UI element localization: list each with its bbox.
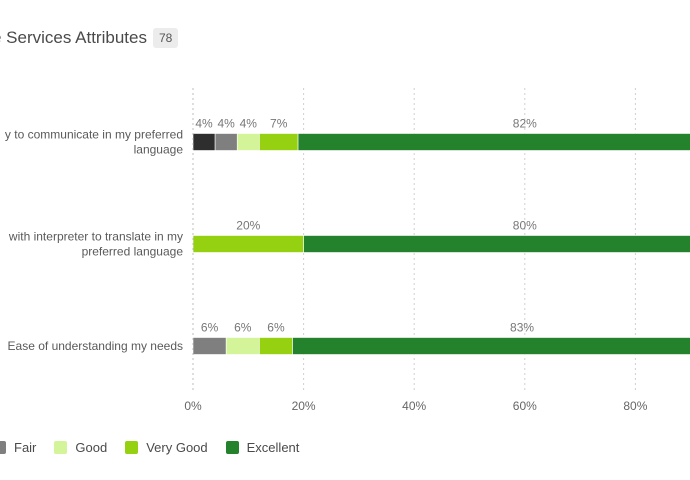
bar-label-0-3: 7% <box>270 117 288 131</box>
legend-swatch <box>0 440 6 454</box>
legend-item-3[interactable]: Excellent <box>225 439 300 455</box>
response-count-badge: 78 <box>152 28 179 48</box>
legend-swatch <box>125 440 139 454</box>
chart-header: e Services Attributes 78 <box>0 24 179 52</box>
bar-segment-1-4 <box>303 235 690 253</box>
legend-label: Excellent <box>246 439 300 455</box>
bar-segment-0-1 <box>214 133 238 151</box>
legend-label: Good <box>75 439 108 455</box>
bar-label-2-2: 6% <box>234 321 252 335</box>
legend-item-2[interactable]: Very Good <box>125 439 208 455</box>
bar-segment-2-4 <box>292 337 690 355</box>
x-tick-label-1: 20% <box>292 399 316 413</box>
legend-item-0[interactable]: Fair <box>0 440 36 455</box>
bar-label-0-1: 4% <box>218 117 236 131</box>
category-label-0-0: y to communicate in my preferred <box>5 128 183 142</box>
category-label-0-1: language <box>134 143 184 157</box>
bar-segment-0-3 <box>259 133 299 151</box>
legend-swatch <box>225 440 239 454</box>
legend-label: Very Good <box>146 439 208 455</box>
legend-swatch <box>54 440 68 454</box>
legend-item-1[interactable]: Good <box>54 440 107 455</box>
x-tick-label-2: 40% <box>402 399 426 413</box>
category-label-1-1: preferred language <box>82 245 184 259</box>
chart-legend: Fair Good Very Good Excellent <box>0 438 317 456</box>
bar-segment-2-2 <box>225 337 260 355</box>
bar-segment-0-4 <box>297 133 690 151</box>
bar-segment-2-1 <box>192 337 227 355</box>
category-label-2-0: Ease of understanding my needs <box>8 339 183 353</box>
bar-label-0-4: 82% <box>513 117 537 131</box>
x-tick-label-3: 60% <box>513 399 537 413</box>
bar-segment-1-3 <box>192 235 304 253</box>
bar-label-1-3: 20% <box>236 219 260 233</box>
bar-segment-0-2 <box>236 133 260 151</box>
x-tick-label-4: 80% <box>623 399 647 413</box>
category-label-1-0: with interpreter to translate in my <box>8 230 183 244</box>
legend-label: Fair <box>14 439 37 455</box>
chart-title: e Services Attributes <box>0 28 147 47</box>
bar-label-0-2: 4% <box>240 117 258 131</box>
bar-segment-2-3 <box>259 337 293 355</box>
bar-label-2-4: 83% <box>510 321 534 335</box>
bar-label-0-0: 4% <box>195 117 213 131</box>
x-tick-label-0: 0% <box>184 399 202 413</box>
bar-label-2-3: 6% <box>267 321 285 335</box>
stacked-bar-chart: 0% 20% 40% 60% 80% y to communicate in my pre… <box>5 88 690 413</box>
bar-label-2-1: 6% <box>201 321 219 335</box>
bar-label-1-4: 80% <box>513 219 537 233</box>
bar-segment-0-0 <box>192 133 216 151</box>
